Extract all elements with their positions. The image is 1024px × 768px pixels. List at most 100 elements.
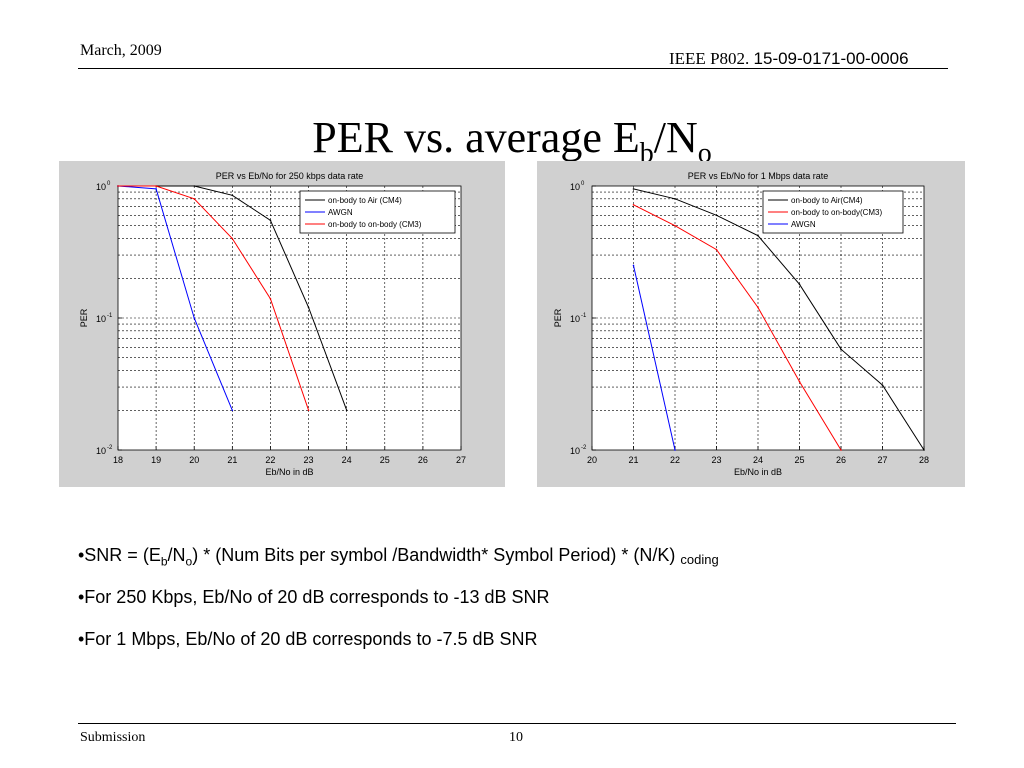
x-tick-label: 21: [628, 455, 638, 465]
data-point: [155, 185, 157, 187]
title-slash: /N: [653, 113, 698, 162]
x-tick-label: 26: [836, 455, 846, 465]
data-point: [231, 237, 234, 240]
bullet-250kbps: •For 250 Kbps, Eb/No of 20 dB correspond…: [78, 587, 550, 607]
data-point: [840, 348, 842, 351]
bullet-snr-coding: coding: [680, 552, 719, 567]
legend-entry: AWGN: [328, 208, 353, 217]
y-tick-exponent: -2: [107, 445, 113, 451]
legend-entry: AWGN: [791, 220, 816, 229]
data-point: [632, 264, 635, 267]
header-doc-prefix: IEEE P802.: [669, 49, 750, 68]
y-tick-label: 10 -2: [570, 445, 587, 456]
series-line-1: [633, 204, 842, 451]
y-tick-exponent: 0: [581, 181, 585, 187]
data-point: [155, 188, 157, 190]
y-tick-exponent: -1: [581, 313, 587, 319]
y-tick-base: 10: [570, 314, 580, 324]
y-tick-label: 10 0: [96, 181, 111, 192]
x-axis-label: Eb/No in dB: [265, 467, 313, 477]
data-point: [193, 197, 196, 200]
x-tick-label: 24: [753, 455, 763, 465]
bullet-snr-prefix: •SNR = (E: [78, 545, 161, 565]
footer-submission: Submission: [80, 730, 146, 745]
y-tick-base: 10: [570, 182, 580, 192]
series-line-2: [633, 265, 676, 451]
data-point: [881, 384, 884, 386]
header-doc-id: IEEE P802. 15-09-0171-00-0006: [669, 49, 909, 69]
chart-legend: on-body to Air(CM4) on-body to on-body(CM…: [762, 190, 904, 234]
data-point: [307, 409, 310, 412]
data-point: [307, 306, 310, 309]
data-point: [193, 317, 196, 319]
x-tick-label: 20: [587, 455, 597, 465]
chart-panel-250kbps: 18 19 20 21 22 23 24 25 26 27 10 0 10 -1 10 -2 PER vs Eb…: [59, 161, 505, 487]
bullet-1mbps: •For 1 Mbps, Eb/No of 20 dB corresponds …: [78, 629, 538, 649]
series-line-2: [118, 185, 310, 411]
data-point: [269, 219, 272, 222]
header-rule: [78, 68, 948, 69]
y-tick-exponent: -1: [107, 313, 113, 319]
data-point: [231, 409, 234, 412]
legend-entry: on-body to Air (CM4): [328, 196, 402, 205]
x-tick-label: 22: [265, 455, 275, 465]
bullet-snr-rest: ) * (Num Bits per symbol /Bandwidth* Sym…: [192, 545, 681, 565]
data-point: [345, 409, 348, 412]
legend-box: [299, 190, 456, 234]
y-axis-label: PER: [553, 308, 563, 327]
x-tick-label: 25: [794, 455, 804, 465]
x-tick-label: 24: [342, 455, 352, 465]
data-point: [632, 188, 635, 190]
y-tick-base: 10: [96, 446, 106, 456]
data-point: [117, 185, 119, 187]
title-sub-b: b: [639, 138, 654, 169]
bullet-snr-formula: •SNR = (Eb/No) * (Num Bits per symbol /B…: [78, 545, 719, 569]
y-axis-label: PER: [79, 308, 89, 327]
chart-legend: on-body to Air (CM4) AWGN on-body to on-bo…: [299, 190, 456, 234]
header-doc-number: 15-09-0171-00-0006: [753, 49, 909, 68]
data-point: [715, 248, 718, 251]
chart-title: PER vs Eb/No for 1 Mbps data rate: [688, 171, 829, 181]
legend-entry: on-body to on-body (CM3): [328, 220, 422, 229]
y-tick-exponent: 0: [107, 181, 111, 187]
chart-title: PER vs Eb/No for 250 kbps data rate: [216, 171, 364, 181]
y-tick-label: 10 -2: [96, 445, 113, 456]
y-tick-exponent: -2: [581, 445, 587, 451]
x-axis-label: Eb/No in dB: [734, 467, 782, 477]
data-point: [674, 449, 676, 451]
data-point: [674, 224, 676, 227]
y-tick-label: 10 -1: [570, 313, 587, 324]
slide-title: PER vs. average Eb/No: [0, 112, 1024, 168]
x-tick-label: 20: [189, 455, 199, 465]
data-point: [840, 449, 842, 451]
y-tick-base: 10: [96, 314, 106, 324]
x-tick-label: 22: [670, 455, 680, 465]
x-tick-label: 21: [227, 455, 237, 465]
data-point: [757, 234, 759, 237]
legend-entry: on-body to Air(CM4): [791, 196, 863, 205]
footer-page-number: 10: [509, 730, 523, 745]
series-line-1: [117, 185, 233, 411]
data-point: [757, 306, 759, 309]
x-tick-label: 27: [456, 455, 466, 465]
series-line-0: [633, 188, 925, 451]
y-tick-label: 10 -1: [96, 313, 113, 324]
title-main: PER vs. average E: [312, 113, 640, 162]
chart-panel-1mbps: 20 21 22 23 24 25 26 27 28 10 0 10 -1 10 -2 PER vs Eb/N…: [537, 161, 965, 487]
bullet-snr-sub-b: b: [160, 554, 168, 569]
y-tick-base: 10: [96, 182, 106, 192]
x-tick-label: 26: [418, 455, 428, 465]
x-tick-label: 27: [877, 455, 887, 465]
footer-rule: [78, 723, 956, 724]
y-tick-label: 10 0: [570, 181, 585, 192]
x-tick-label: 25: [380, 455, 390, 465]
x-tick-label: 28: [919, 455, 929, 465]
data-point: [269, 297, 272, 300]
y-tick-base: 10: [570, 446, 580, 456]
data-point: [923, 449, 925, 451]
data-point: [193, 185, 196, 187]
header-date: March, 2009: [80, 42, 162, 59]
data-point: [715, 214, 718, 217]
x-tick-label: 18: [113, 455, 123, 465]
